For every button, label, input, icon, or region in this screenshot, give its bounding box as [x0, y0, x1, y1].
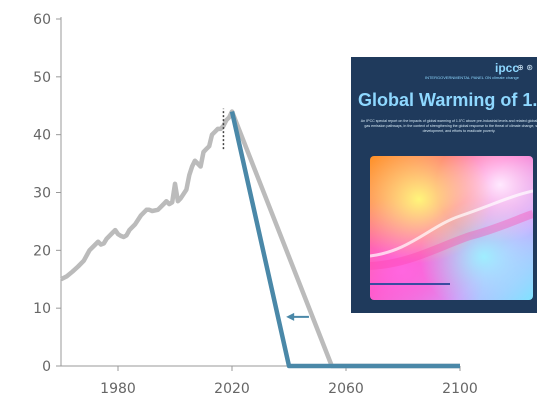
series-line-2: [229, 111, 460, 369]
emblem-icon: ⊕ ⊛: [517, 63, 533, 72]
x-tick-label: 2100: [442, 381, 478, 397]
y-tick-label: 60: [33, 12, 51, 28]
ipcc-logo: ipcc: [494, 61, 519, 75]
series-line-1: [59, 109, 460, 369]
y-tick-label: 0: [42, 359, 51, 375]
report-cover-image: ipcc INTERGOVERNMENTAL PANEL ON climate …: [351, 57, 537, 313]
report-blurb: An IPCC special report on the impacts of…: [360, 119, 537, 134]
y-tick-label: 20: [33, 243, 51, 259]
ipcc-logo-subtitle: INTERGOVERNMENTAL PANEL ON climate chang…: [424, 75, 519, 80]
x-tick-label: 1980: [100, 381, 136, 397]
y-tick-label: 10: [33, 301, 51, 317]
y-tick-label: 50: [33, 70, 51, 86]
x-tick-label: 2020: [214, 381, 250, 397]
y-tick-label: 40: [33, 128, 51, 144]
report-title: Global Warming of 1.5°C: [358, 90, 537, 110]
warming-stripes-artwork: [370, 156, 533, 300]
x-tick-label: 2060: [328, 381, 364, 397]
arrow-head: [286, 312, 295, 321]
y-tick-label: 30: [33, 186, 51, 202]
cover-art-overlay: [370, 189, 533, 285]
